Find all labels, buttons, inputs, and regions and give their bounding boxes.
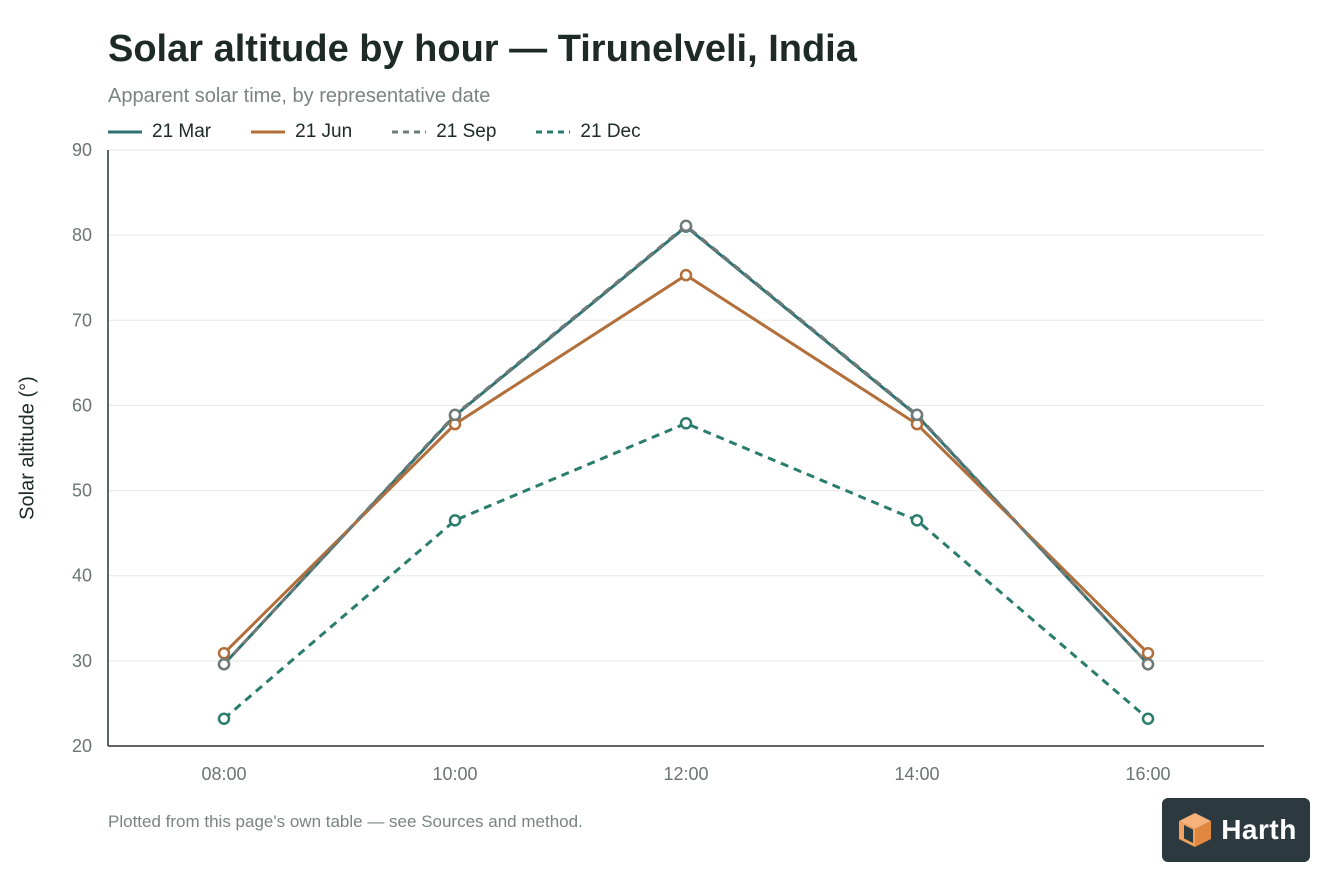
series-line xyxy=(222,273,1150,655)
legend-swatch xyxy=(251,130,286,134)
y-axis-ticks: 20 30 40 50 60 70 80 90 xyxy=(72,140,92,756)
legend-item: 21 Mar xyxy=(108,121,211,143)
legend-label: 21 Jun xyxy=(295,121,353,142)
y-tick-label: 90 xyxy=(72,140,92,160)
data-point xyxy=(217,712,231,726)
series-line xyxy=(223,421,1149,720)
legend-item: 21 Sep xyxy=(392,121,496,143)
data-point xyxy=(679,268,693,282)
chart-subtitle: Apparent solar time, by representative d… xyxy=(108,85,491,107)
series-21-sep xyxy=(217,219,1155,671)
chart-title: Solar altitude by hour — Tirunelveli, In… xyxy=(108,28,857,70)
axes xyxy=(107,150,1264,747)
x-tick-label: 16:00 xyxy=(1125,764,1170,784)
data-point xyxy=(217,646,231,660)
data-point xyxy=(1141,646,1155,660)
x-axis-ticks: 08:00 10:00 12:00 14:00 16:00 xyxy=(201,764,1170,784)
data-point xyxy=(448,408,462,422)
chart-legend: 21 Mar 21 Jun 21 Sep 21 Dec xyxy=(108,120,681,144)
logo-text: Harth xyxy=(1221,814,1297,845)
y-tick-label: 60 xyxy=(72,395,92,415)
x-tick-label: 12:00 xyxy=(663,764,708,784)
legend-item: 21 Dec xyxy=(536,121,641,143)
y-tick-label: 40 xyxy=(72,566,92,586)
y-tick-label: 80 xyxy=(72,225,92,245)
legend-label: 21 Mar xyxy=(152,121,212,142)
x-tick-label: 10:00 xyxy=(432,764,477,784)
data-point xyxy=(1141,712,1155,726)
y-tick-label: 50 xyxy=(72,481,92,501)
harth-logo: Harth xyxy=(1162,798,1310,862)
series-line xyxy=(222,224,1150,666)
data-point xyxy=(910,408,924,422)
series-21-dec xyxy=(217,417,1155,726)
legend-item: 21 Jun xyxy=(251,121,352,143)
legend-swatch xyxy=(108,130,142,134)
x-tick-label: 14:00 xyxy=(894,764,939,784)
cube-icon xyxy=(1179,813,1212,847)
series-lines xyxy=(217,219,1155,726)
data-point xyxy=(910,514,924,527)
data-point xyxy=(679,219,693,233)
legend-swatch xyxy=(392,130,427,134)
data-point xyxy=(217,658,231,671)
y-tick-label: 70 xyxy=(72,310,92,330)
y-tick-label: 20 xyxy=(72,736,92,756)
legend-label: 21 Dec xyxy=(580,121,641,142)
legend-swatch xyxy=(536,130,571,134)
legend-label: 21 Sep xyxy=(436,121,497,142)
x-tick-label: 08:00 xyxy=(201,764,246,784)
data-point xyxy=(679,417,693,430)
data-point xyxy=(448,514,462,527)
y-tick-label: 30 xyxy=(72,651,92,671)
chart-footnote: Plotted from this page's own table — see… xyxy=(108,812,583,831)
data-point xyxy=(1141,658,1155,671)
series-21-jun xyxy=(217,268,1155,660)
